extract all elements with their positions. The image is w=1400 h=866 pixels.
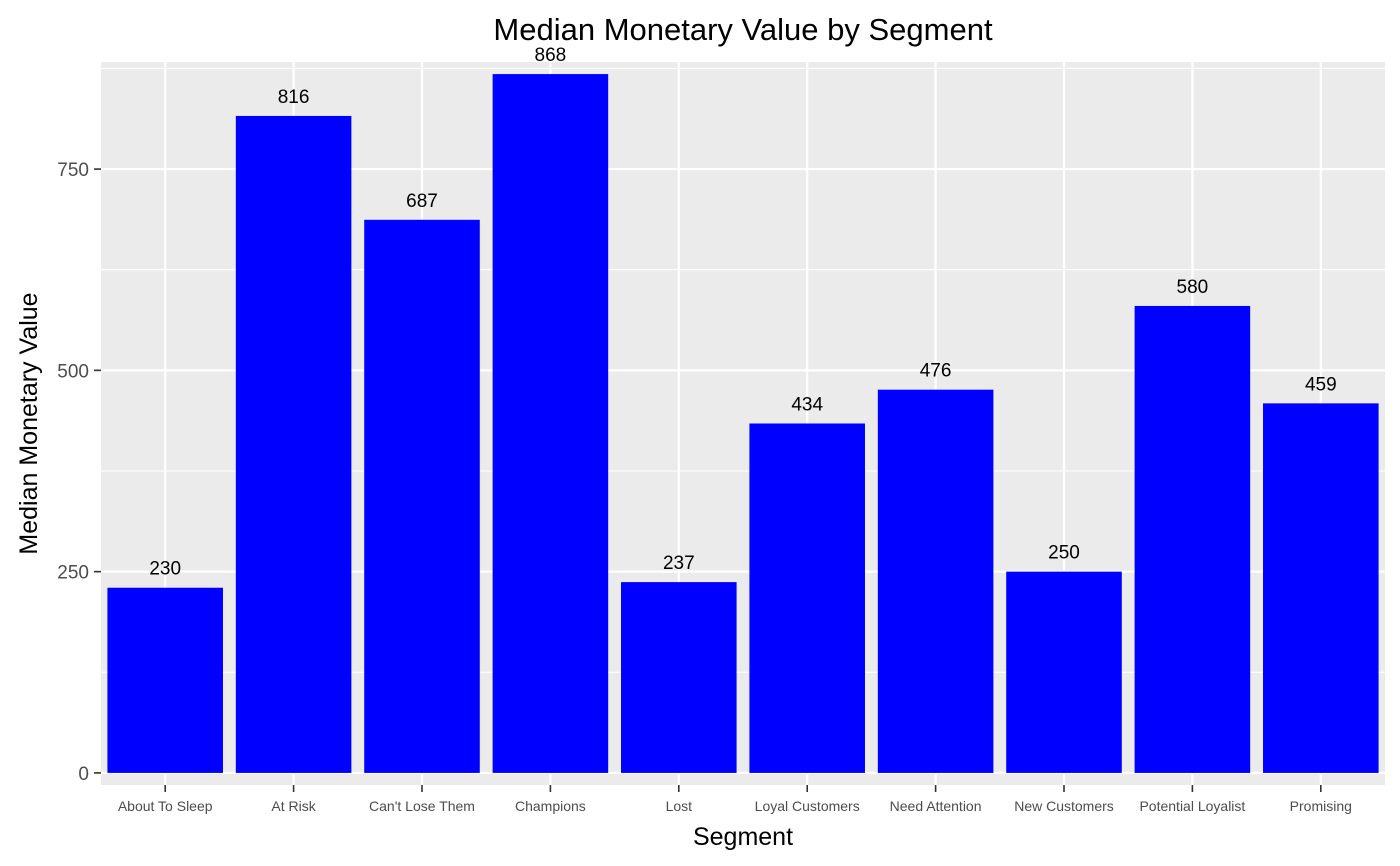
y-tick-label: 0	[78, 764, 89, 785]
y-tick-label: 500	[57, 361, 89, 382]
chart-title: Median Monetary Value by Segment	[493, 12, 993, 47]
bar	[877, 389, 994, 773]
y-tick-label: 250	[57, 563, 89, 584]
data-label: 459	[1305, 374, 1337, 395]
data-label: 230	[149, 559, 181, 580]
y-tick-label: 750	[57, 160, 89, 181]
x-tick-label: Potential Loyalist	[1139, 798, 1245, 814]
data-label: 237	[663, 553, 695, 574]
data-label: 250	[1048, 543, 1080, 564]
x-tick-label: Can't Lose Them	[369, 798, 475, 814]
x-tick-label: Promising	[1290, 798, 1352, 814]
bar	[235, 115, 352, 773]
bar	[107, 587, 223, 773]
data-label: 580	[1177, 277, 1209, 298]
bar	[364, 219, 480, 773]
data-label: 476	[920, 361, 952, 382]
bar	[749, 423, 865, 773]
data-label: 687	[406, 191, 438, 212]
data-label: 434	[791, 395, 823, 416]
x-tick-label: About To Sleep	[118, 798, 213, 814]
bar	[1006, 571, 1122, 773]
x-tick-label: At Risk	[271, 798, 316, 814]
y-axis: 0 250 500 750	[57, 160, 101, 785]
x-axis-title: Segment	[693, 823, 793, 851]
x-tick-label: New Customers	[1014, 798, 1114, 814]
data-label: 868	[535, 45, 567, 66]
bars	[107, 74, 1379, 773]
bar	[621, 582, 737, 773]
x-tick-label: Need Attention	[890, 798, 982, 814]
bar	[492, 74, 609, 773]
y-axis-title: Median Monetary Value	[15, 292, 43, 554]
x-axis: About To Sleep At Risk Can't Lose Them Cham…	[118, 785, 1352, 814]
data-labels: 230 816 687 868 237 434 476 250 580 459	[149, 45, 1336, 580]
x-tick-label: Champions	[515, 798, 586, 814]
bar	[1134, 305, 1251, 773]
bar	[1263, 403, 1379, 773]
x-tick-label: Lost	[666, 798, 693, 814]
data-label: 816	[278, 87, 310, 108]
x-tick-label: Loyal Customers	[755, 798, 860, 814]
